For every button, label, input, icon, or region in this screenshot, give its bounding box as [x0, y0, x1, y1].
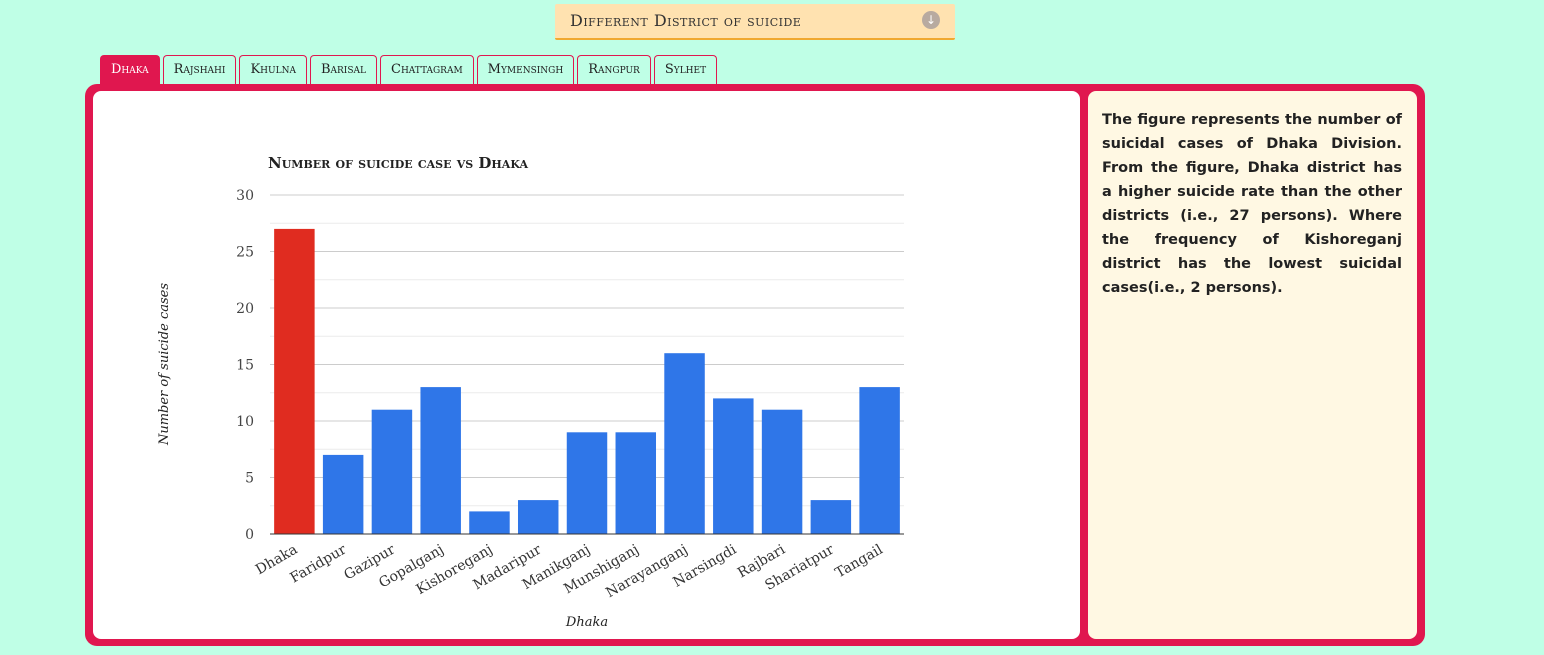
tab-mymensingh[interactable]: Mymensingh: [476, 55, 575, 84]
bar-narayanganj[interactable]: [664, 353, 705, 534]
y-tick-label: 15: [236, 358, 254, 374]
y-tick-label: 0: [245, 527, 254, 543]
y-tick-label: 5: [245, 471, 254, 487]
description-panel: The figure represents the number of suic…: [1088, 91, 1417, 639]
chart-title: Number of suicide case vs Dhaka: [268, 154, 528, 172]
bar-narsingdi[interactable]: [713, 398, 754, 534]
x-tick-label: Faridpur: [288, 541, 350, 586]
bar-kishoreganj[interactable]: [469, 511, 510, 534]
bar-gazipur[interactable]: [371, 409, 413, 534]
description-text: The figure represents the number of suic…: [1102, 112, 1402, 296]
bar-dhaka[interactable]: [274, 228, 315, 534]
bar-madaripur[interactable]: [517, 500, 559, 534]
tab-rangpur[interactable]: Rangpur: [577, 55, 651, 84]
download-arrow-icon[interactable]: ↓: [922, 11, 940, 29]
page-header: Different District of suicide ↓: [555, 4, 955, 40]
x-axis-label: Dhaka: [565, 615, 608, 630]
tab-chattagram[interactable]: Chattagram: [380, 55, 474, 84]
tab-sylhet[interactable]: Sylhet: [653, 55, 718, 84]
bar-manikganj[interactable]: [566, 432, 608, 534]
page-title: Different District of suicide: [570, 11, 802, 30]
bar-faridpur[interactable]: [322, 454, 364, 534]
tab-khulna[interactable]: Khulna: [239, 55, 307, 84]
y-axis-label: Number of suicide cases: [157, 283, 172, 446]
bar-shariatpur[interactable]: [810, 500, 852, 534]
tab-dhaka[interactable]: Dhaka: [100, 55, 160, 84]
bar-rajbari[interactable]: [761, 409, 803, 534]
y-tick-label: 10: [236, 414, 254, 430]
x-tick-label: Tangail: [833, 541, 886, 581]
bars: [274, 228, 900, 534]
bar-chart: 0 5 10 15 20 25 30 DhakaFaridpurGazipurGopalga…: [157, 154, 904, 630]
bar-tangail[interactable]: [859, 387, 900, 534]
division-tabs: Dhaka Rajshahi Khulna Barisal Chattagram…: [100, 55, 718, 85]
y-tick-labels: 0 5 10 15 20 25 30: [236, 188, 254, 543]
bar-gopalganj[interactable]: [420, 387, 461, 534]
x-tick-labels: DhakaFaridpurGazipurGopalganjKishoreganj…: [253, 541, 886, 601]
chart-container: 0 5 10 15 20 25 30 Dhaka Faridpur Gazipur Gopalga…: [93, 91, 1080, 639]
tab-rajshahi[interactable]: Rajshahi: [162, 55, 237, 84]
content-panel: 0 5 10 15 20 25 30 Dhaka Faridpur Gazipur Gopalga…: [85, 84, 1425, 646]
bar-munshiganj[interactable]: [615, 432, 657, 534]
y-tick-label: 30: [236, 188, 254, 204]
y-tick-label: 25: [236, 245, 254, 261]
tab-barisal[interactable]: Barisal: [309, 55, 377, 84]
y-tick-label: 20: [236, 301, 254, 317]
